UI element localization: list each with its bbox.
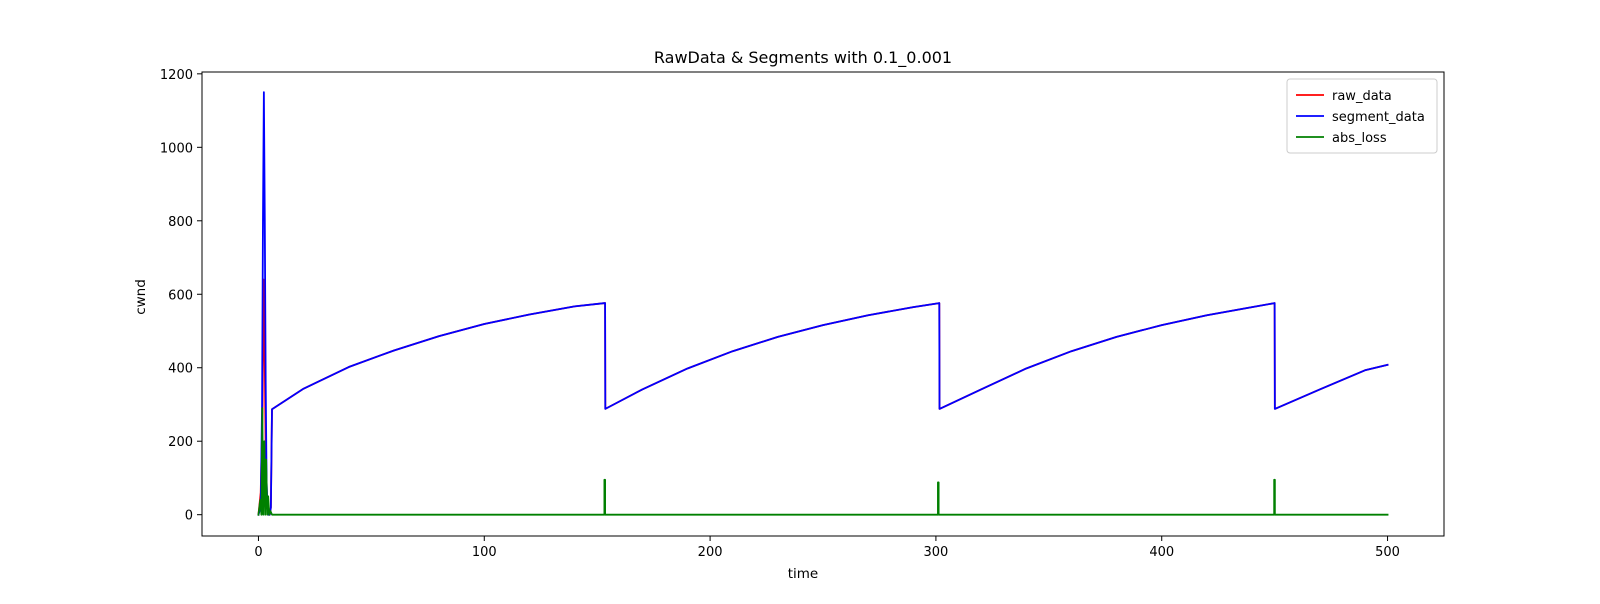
y-tick-label: 400	[168, 362, 193, 377]
y-tick-label: 0	[185, 509, 193, 524]
legend-label-raw-data: raw_data	[1332, 89, 1392, 104]
axes: 0 100 200 300 400 500 0 200 400 600 800 1000 1200	[160, 68, 1445, 560]
x-tick-label: 0	[254, 545, 262, 560]
legend: raw_data segment_data abs_loss	[1286, 78, 1438, 154]
legend-label-abs-loss: abs_loss	[1332, 131, 1387, 146]
x-tick-label: 500	[1375, 545, 1400, 560]
plot-frame	[201, 71, 1445, 537]
legend-box	[1286, 78, 1438, 154]
y-tick-label: 1000	[160, 141, 193, 156]
series-line-abs-loss	[257, 407, 1389, 516]
y-tick-label: 600	[168, 288, 193, 303]
legend-label-segment-data: segment_data	[1332, 110, 1425, 125]
x-tick-label: 400	[1149, 545, 1174, 560]
plot-area	[257, 91, 1389, 516]
y-tick-label: 200	[168, 435, 193, 450]
x-tick-label: 100	[472, 545, 497, 560]
x-tick-label: 200	[698, 545, 723, 560]
y-tick-label: 1200	[160, 68, 193, 83]
y-axis-label: cwnd	[133, 279, 149, 315]
x-axis-label: time	[788, 566, 819, 582]
x-tick-label: 300	[923, 545, 948, 560]
chart-title: RawData & Segments with 0.1_0.001	[654, 48, 952, 68]
y-tick-label: 800	[168, 215, 193, 230]
series-lines	[257, 91, 1389, 516]
